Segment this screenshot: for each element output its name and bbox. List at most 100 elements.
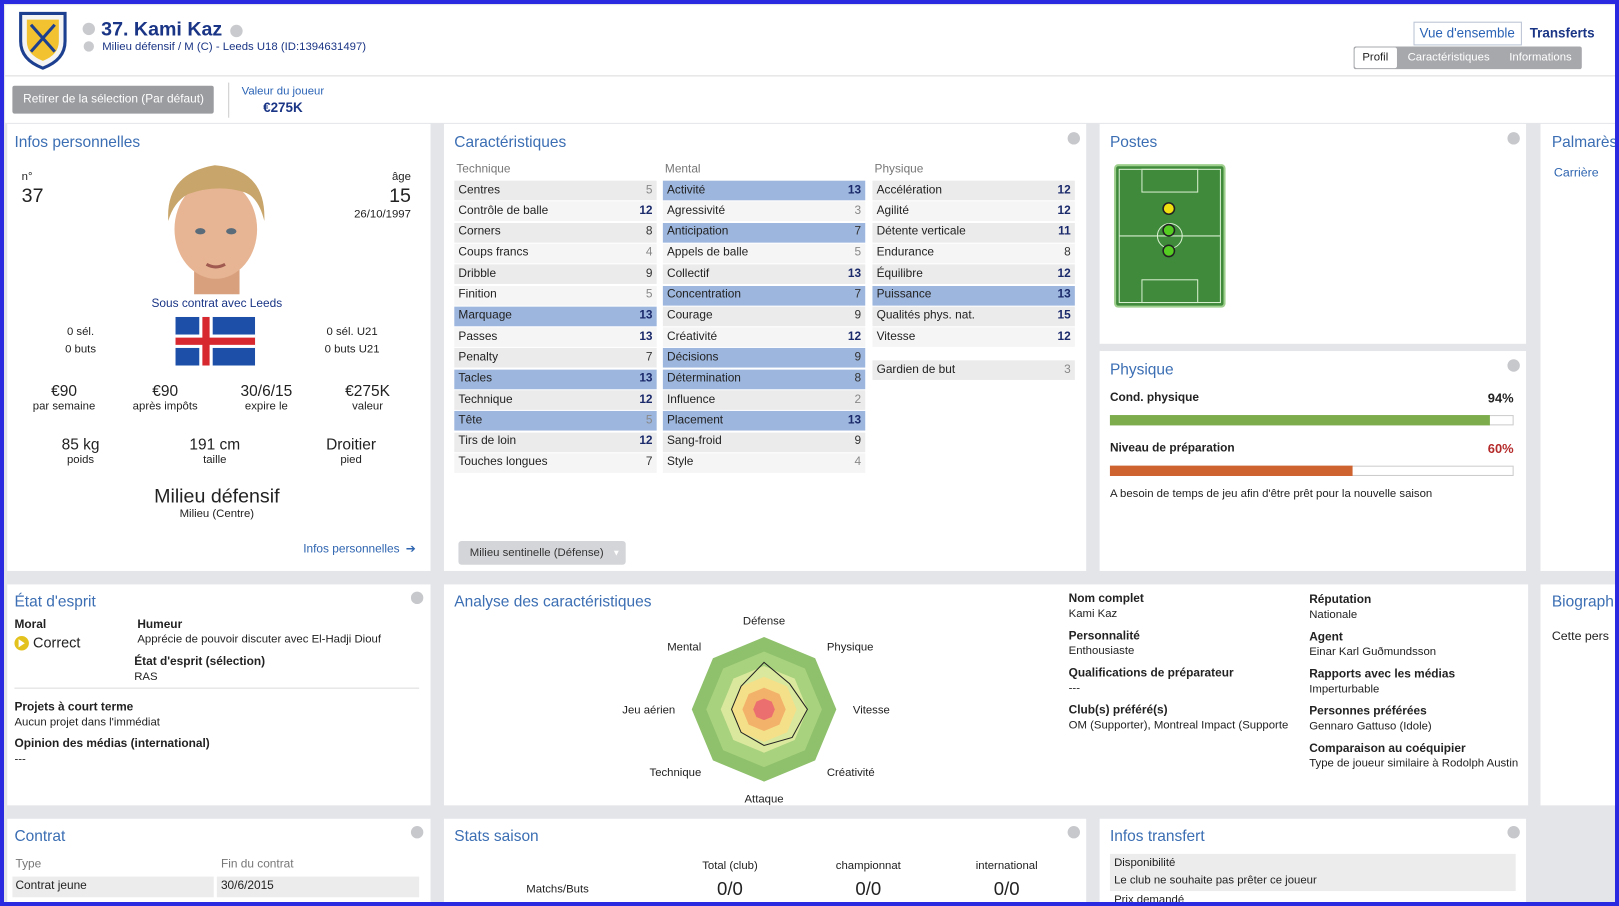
icon[interactable] — [82, 22, 95, 36]
radar-axis-label: Mental — [667, 642, 701, 654]
attribute-row — [454, 243, 657, 264]
tab[interactable]: Informations — [1509, 51, 1572, 64]
column-heading: Physique — [874, 163, 924, 176]
panel-menu[interactable] — [1067, 132, 1080, 145]
radar-ring — [753, 698, 775, 721]
transfers-link[interactable]: Transferts — [1529, 25, 1595, 41]
attribute-name: Passes — [458, 330, 498, 343]
attribute-row — [662, 243, 866, 264]
attribute-row — [454, 201, 657, 222]
attribute-value: 4 — [854, 455, 862, 469]
bar-label: Cond. physique — [1109, 391, 1199, 404]
attribute-name: Gardien de but — [876, 363, 956, 376]
attribute-name: Qualités phys. nat. — [876, 309, 975, 322]
fact-value: €90 — [152, 382, 179, 401]
info-value: Kami Kaz — [1068, 607, 1118, 621]
attribute-row — [454, 327, 657, 348]
role-dropdown-label[interactable]: Milieu sentinelle (Défense) — [469, 546, 604, 560]
panel-menu[interactable] — [1507, 359, 1520, 372]
attribute-value: 13 — [847, 414, 862, 427]
caps: 0 sél. U21 — [326, 325, 378, 339]
attribute-row — [662, 306, 866, 327]
attribute-value: 13 — [1057, 288, 1071, 301]
info-value: Nationale — [1309, 608, 1358, 622]
radar-axis-label: Défense — [743, 616, 785, 628]
column-heading: Mental — [664, 163, 701, 176]
stat-value: 0/0 — [717, 878, 743, 900]
panel-title: Analyse des caractéristiques — [454, 593, 652, 611]
attribute-name: Équilibre — [876, 267, 923, 280]
attribute-row — [454, 369, 657, 389]
column-heading: Total (club) — [702, 859, 758, 872]
attribute-row — [662, 201, 866, 222]
overview-button[interactable] — [1413, 21, 1522, 46]
info-value: Type de joueur similaire à Rodolph Austi… — [1309, 757, 1519, 770]
label: Disponibilité — [1114, 856, 1176, 869]
radar-axis-label: Attaque — [744, 793, 783, 805]
attribute-name: Technique — [458, 393, 513, 406]
attribute-row — [872, 201, 1075, 222]
attribute-row — [662, 390, 866, 410]
attribute-name: Penalty — [458, 351, 499, 364]
icon[interactable] — [83, 41, 94, 52]
role-dropdown[interactable] — [458, 541, 626, 565]
cell: 30/6/2015 — [220, 879, 274, 893]
radar-chart: Défense Physique Vitesse Créativité Attaque T… — [622, 616, 890, 806]
panel-menu[interactable] — [1507, 826, 1520, 839]
selection-mood: RAS — [134, 670, 158, 683]
fact-caption: après impôts — [132, 400, 198, 413]
label: âge — [391, 170, 411, 184]
morale-icon — [18, 639, 25, 648]
panel-title: Caractéristiques — [454, 133, 567, 152]
attribute-name: Agilité — [876, 204, 909, 217]
release-button[interactable] — [12, 85, 214, 114]
radar-axis-label: Physique — [827, 642, 874, 654]
attribute-value: 3 — [854, 204, 862, 217]
tab[interactable]: Caractéristiques — [1407, 51, 1490, 64]
icon[interactable] — [230, 24, 243, 38]
physical-panel — [1099, 351, 1527, 571]
availability-box — [1109, 853, 1516, 892]
column-heading: Fin du contrat — [220, 858, 294, 871]
cell: Contrat jeune — [15, 879, 87, 893]
attribute-name: Tacles — [458, 372, 493, 385]
attribute-name: Décisions — [666, 351, 719, 364]
personal-link[interactable]: Infos personnelles — [303, 543, 400, 556]
panel-menu[interactable] — [410, 826, 424, 839]
overview-button[interactable]: Vue d'ensemble — [1419, 25, 1515, 41]
attribute-name: Courage — [666, 309, 713, 322]
tab[interactable]: Carrière — [1553, 165, 1599, 180]
info-value: Einar Karl Guðmundsson — [1309, 645, 1437, 659]
attribute-value: 7 — [645, 455, 653, 469]
label: Projets à court terme — [14, 701, 134, 714]
panel-menu[interactable] — [1067, 826, 1080, 839]
attribute-name: Endurance — [876, 246, 935, 259]
release-button-label[interactable]: Retirer de la sélection (Par défaut) — [23, 93, 204, 106]
attribute-name: Créativité — [666, 330, 718, 343]
attribute-value: 5 — [645, 183, 653, 196]
info-label: Qualifications de préparateur — [1068, 667, 1234, 680]
panel-title: Palmarès — [1551, 133, 1618, 152]
panel-title: Infos transfert — [1109, 827, 1205, 846]
attribute-name: Collectif — [666, 267, 710, 280]
attribute-name: Style — [666, 455, 694, 469]
panel-menu[interactable] — [410, 591, 424, 605]
season-panel — [443, 818, 1087, 906]
attribute-row — [454, 390, 657, 410]
tab[interactable]: Profil — [1362, 51, 1389, 64]
value: €275K — [263, 99, 303, 116]
caps: 0 sél. — [66, 325, 95, 339]
attribute-name: Activité — [666, 183, 706, 196]
active-tab[interactable] — [1354, 47, 1397, 69]
attribute-name: Détente verticale — [876, 225, 966, 238]
attribute-row — [872, 180, 1075, 201]
panel-menu[interactable] — [1507, 132, 1520, 145]
info-value: Enthousiaste — [1068, 644, 1135, 658]
attribute-name: Corners — [458, 225, 501, 238]
attribute-value: 5 — [645, 288, 653, 301]
attribute-row — [872, 327, 1075, 348]
panel-title: Physique — [1109, 360, 1174, 379]
attribute-name: Tête — [458, 414, 483, 427]
info-label: Club(s) préféré(s) — [1068, 704, 1168, 717]
